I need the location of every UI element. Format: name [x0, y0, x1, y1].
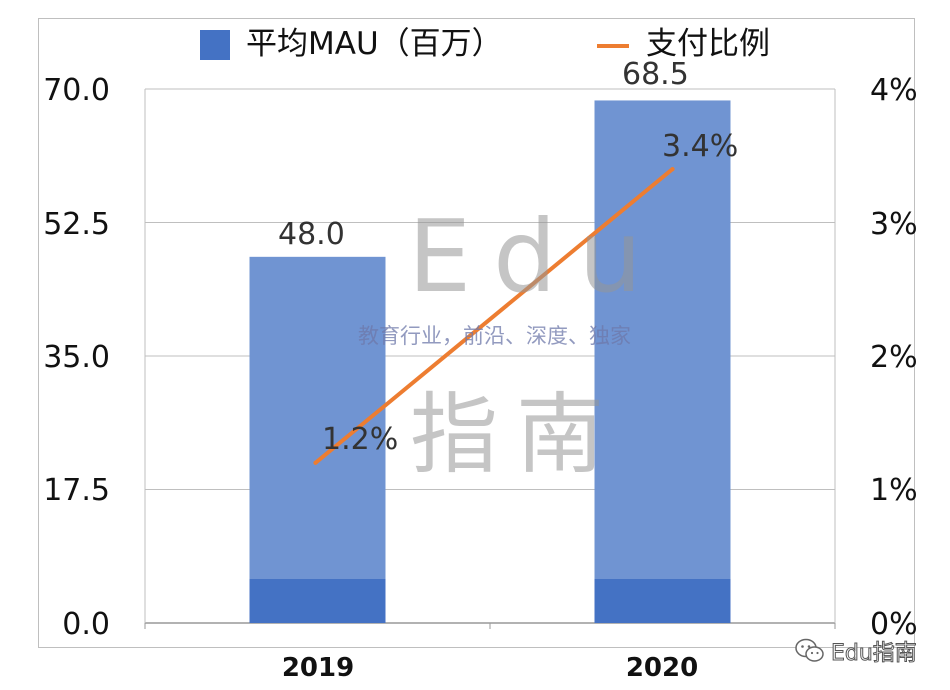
source-tag: Edu指南 — [795, 636, 918, 667]
gridlines — [144, 88, 836, 629]
left-tick-label: 70.0 — [43, 73, 110, 108]
bar-base-2020 — [594, 579, 731, 623]
line-point-2020 — [670, 167, 675, 172]
left-tick-label: 0.0 — [62, 607, 110, 642]
line-data-label: 1.2% — [322, 422, 399, 457]
right-tick-label: 1% — [870, 473, 918, 508]
wechat-icon — [795, 638, 824, 662]
legend-line-label: 支付比例 — [646, 26, 770, 62]
legend-bar-label: 平均MAU（百万） — [246, 26, 503, 62]
legend-line-swatch — [597, 44, 629, 48]
right-tick-label: 3% — [870, 207, 918, 242]
bar-2019 — [249, 256, 386, 623]
bar-base-2019 — [249, 579, 386, 623]
bar-series — [249, 100, 731, 623]
watermark-edu: Edu — [408, 198, 665, 315]
line-支付比例 — [313, 167, 675, 465]
left-tick-label: 17.5 — [43, 473, 110, 508]
x-category-label: 2020 — [625, 653, 699, 683]
bar-data-label: 68.5 — [622, 57, 689, 92]
line-point-2019 — [313, 460, 318, 465]
line-data-label: 3.4% — [662, 129, 739, 164]
watermark-zhinan: 指南 — [410, 383, 623, 486]
right-tick-label: 2% — [870, 340, 918, 375]
chart-frame — [38, 18, 915, 648]
left-tick-label: 35.0 — [43, 340, 110, 375]
left-tick-label: 52.5 — [43, 207, 110, 242]
source-tag-label: Edu指南 — [831, 641, 918, 667]
right-tick-label: 0% — [870, 607, 918, 642]
watermark-subtitle: 教育行业，前沿、深度、独家 — [358, 324, 631, 348]
x-category-label: 2019 — [281, 653, 355, 683]
legend-bar-swatch — [200, 30, 230, 60]
line-series — [313, 167, 675, 465]
bar-data-label: 48.0 — [278, 217, 345, 252]
right-tick-label: 4% — [870, 73, 918, 108]
bar-2020 — [594, 100, 731, 623]
